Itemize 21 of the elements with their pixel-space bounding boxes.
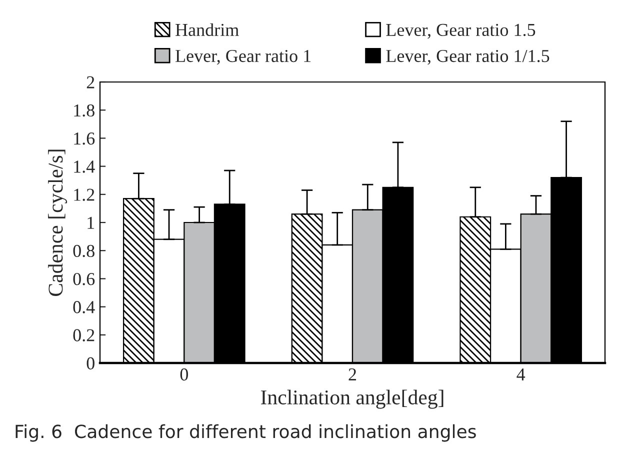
y-tick-label: 1.6 [74,132,95,145]
y-tick-label: 1.4 [74,160,95,173]
y-tick-label: 0 [86,357,94,370]
x-tick-label: 4 [516,368,526,380]
y-tick-label: 1 [88,216,94,229]
x-axis-title: Inclination angle[deg] [260,390,444,409]
x-tick-label: 2 [348,368,356,380]
y-tick-label: 0.8 [73,244,94,258]
x-tick-label: 0 [180,368,188,381]
legend-label: Handrim [176,23,239,36]
y-tick-label: 2 [86,76,94,88]
y-tick-label: 0.4 [73,301,95,314]
caption: Fig. 6 Cadence for different road inclination angles [16,424,476,442]
legend-label: Lever, Gear ratio 1.5 [386,24,536,39]
y-tick-label: 1.8 [74,104,94,117]
y-axis-title: Cadence [cycle/s] [48,150,68,296]
y-tick-label: 0.6 [73,272,95,286]
legend-label: Lever, Gear ratio 1 [176,50,311,65]
legend-label: Lever, Gear ratio 1/1.5 [386,50,550,65]
y-tick-label: 1.2 [74,188,94,201]
y-tick-label: 0.2 [73,329,94,342]
